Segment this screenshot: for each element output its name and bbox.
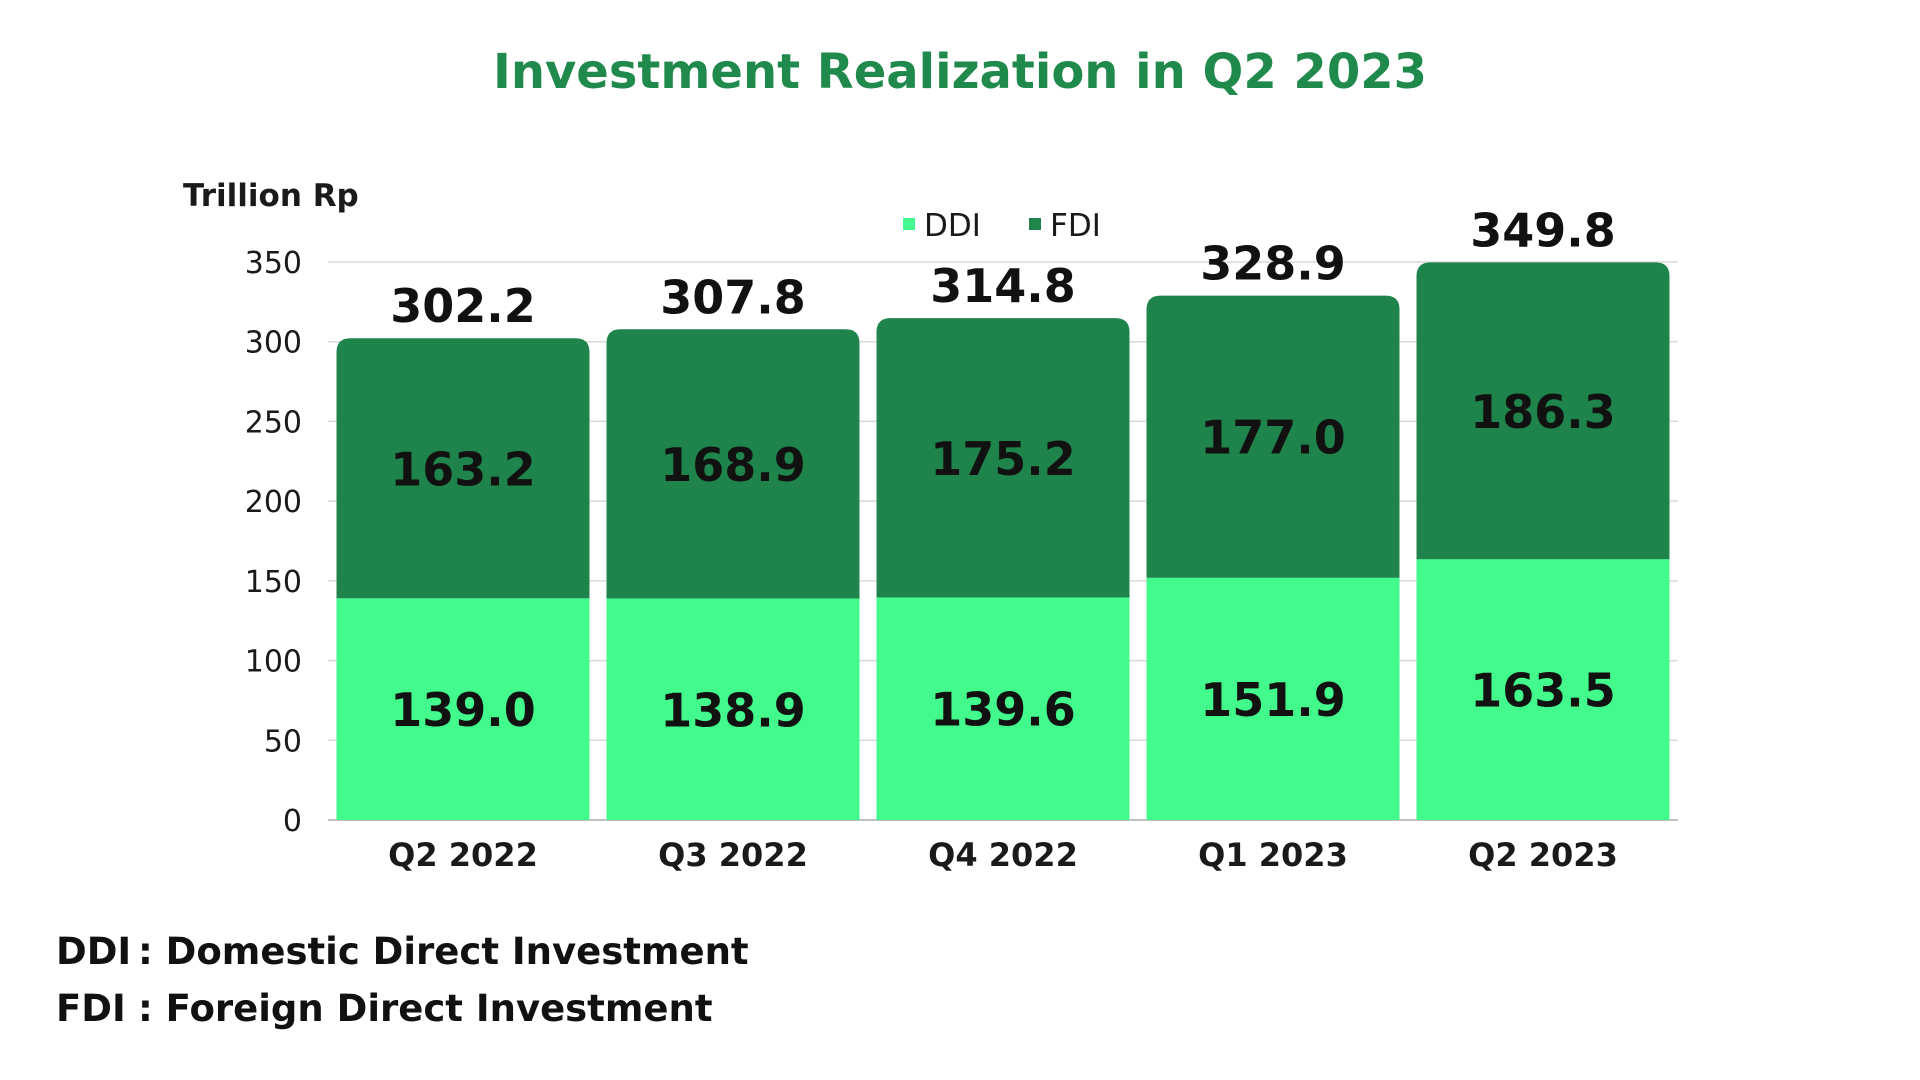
- legend: DDI FDI: [903, 208, 1101, 244]
- data-label-fdi: 175.2: [930, 432, 1076, 486]
- y-tick-label: 200: [245, 485, 302, 520]
- data-label-ddi: 139.0: [390, 683, 536, 737]
- bar-ddi: [606, 598, 860, 820]
- data-label-fdi: 177.0: [1200, 411, 1346, 465]
- bar-fdi: [606, 329, 860, 599]
- y-tick-label: 100: [245, 645, 302, 680]
- legend-label-fdi: FDI: [1050, 208, 1101, 244]
- x-tick-label: Q1 2023: [1198, 836, 1348, 874]
- x-tick-label: Q3 2022: [658, 836, 808, 874]
- bar-ddi: [876, 597, 1130, 820]
- bar-fdi: [876, 318, 1130, 598]
- x-tick-label: Q4 2022: [928, 836, 1078, 874]
- data-labels: 139.0 163.2 302.2 138.9 168.9 307.8 139.6 175.2…: [390, 203, 1616, 737]
- y-tick-label: 300: [245, 326, 302, 361]
- data-label-fdi: 163.2: [390, 442, 536, 496]
- data-label-ddi: 163.5: [1470, 664, 1616, 718]
- y-tick-label: 150: [245, 565, 302, 600]
- x-tick-label: Q2 2023: [1468, 836, 1618, 874]
- x-tick-label: Q2 2022: [388, 836, 538, 874]
- chart-title: Investment Realization in Q2 2023: [493, 44, 1427, 100]
- data-label-ddi: 139.6: [930, 683, 1076, 737]
- total-label: 307.8: [660, 270, 806, 324]
- y-tick-label: 0: [283, 804, 302, 839]
- data-label-ddi: 138.9: [660, 683, 806, 737]
- bar-ddi: [1416, 559, 1670, 820]
- x-axis-ticks: Q2 2022 Q3 2022 Q4 2022 Q1 2023 Q2 2023: [388, 836, 1618, 874]
- legend-swatch-ddi: [903, 218, 915, 230]
- bar-ddi: [1146, 577, 1400, 820]
- data-label-fdi: 168.9: [660, 438, 806, 492]
- footnote-fdi-text: : Foreign Direct Investment: [138, 987, 713, 1030]
- footnote-fdi: FDI : Foreign Direct Investment: [56, 987, 713, 1030]
- legend-swatch-fdi: [1029, 218, 1041, 230]
- bars: [336, 262, 1670, 820]
- footnote-ddi-text: : Domestic Direct Investment: [138, 930, 749, 973]
- total-label: 314.8: [930, 259, 1076, 313]
- y-tick-label: 350: [245, 246, 302, 281]
- footnote-ddi: DDI: Domestic Direct Investment: [56, 930, 749, 973]
- y-tick-label: 50: [264, 724, 302, 759]
- footnote-fdi-abbr: FDI: [56, 987, 126, 1030]
- legend-label-ddi: DDI: [924, 208, 981, 244]
- total-label: 302.2: [390, 279, 536, 333]
- bar-fdi: [1416, 262, 1670, 560]
- data-label-fdi: 186.3: [1470, 385, 1616, 439]
- bar-fdi: [1146, 295, 1400, 578]
- y-axis-ticks: 0 50 100 150 200 250 300 350: [245, 246, 302, 839]
- y-tick-label: 250: [245, 405, 302, 440]
- total-label: 349.8: [1470, 203, 1616, 257]
- data-label-ddi: 151.9: [1200, 673, 1346, 727]
- bar-ddi: [336, 598, 590, 820]
- footnote-ddi-abbr: DDI: [56, 930, 132, 973]
- total-label: 328.9: [1200, 237, 1346, 291]
- bar-fdi: [336, 338, 590, 599]
- y-axis-label: Trillion Rp: [183, 178, 359, 214]
